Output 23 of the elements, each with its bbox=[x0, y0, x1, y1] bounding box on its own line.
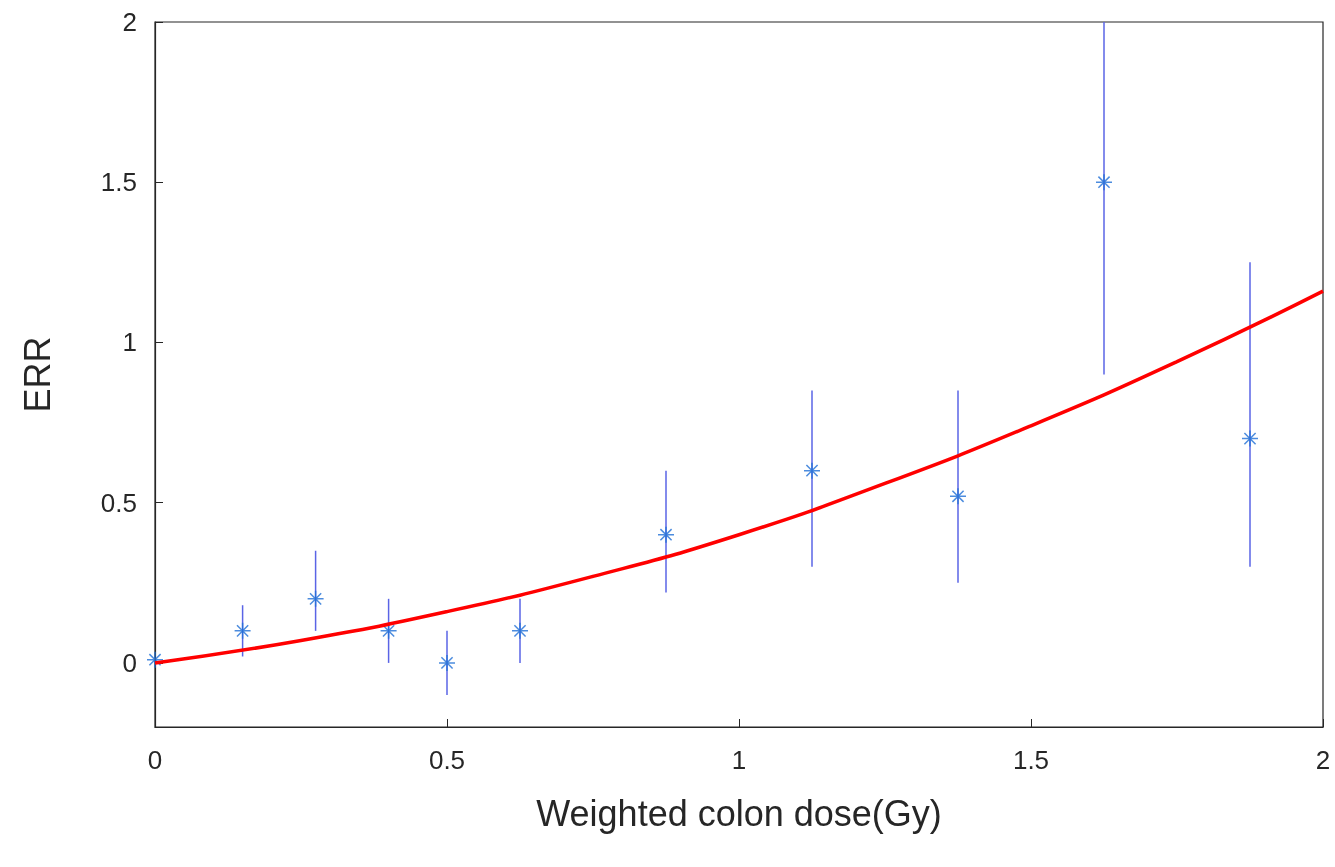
point bbox=[511, 622, 529, 640]
point bbox=[657, 525, 675, 544]
y-tick-label: 2 bbox=[122, 7, 137, 37]
point bbox=[146, 650, 164, 669]
point bbox=[1095, 173, 1113, 191]
x-tick-label: 1 bbox=[731, 745, 747, 775]
line-series bbox=[153, 289, 1325, 665]
point bbox=[306, 590, 325, 608]
point bbox=[803, 461, 821, 480]
y-tick-label: 1.5 bbox=[100, 167, 137, 198]
point bbox=[233, 622, 252, 640]
x-tick-label: 0 bbox=[147, 745, 163, 775]
point bbox=[438, 654, 456, 672]
y-tick-label: 1 bbox=[122, 327, 137, 358]
x-tick-label: 0.5 bbox=[428, 745, 466, 775]
y-axis-title: ERR bbox=[16, 336, 58, 413]
x-axis-title: Weighted colon dose(Gy) bbox=[536, 792, 942, 834]
point bbox=[1241, 429, 1259, 448]
x-tick-label: 2 bbox=[1315, 745, 1331, 775]
point bbox=[949, 487, 967, 506]
y-tick-label: 0.5 bbox=[100, 487, 137, 518]
y-tick-label: 0 bbox=[122, 647, 137, 678]
x-tick-label: 1.5 bbox=[1012, 745, 1050, 775]
